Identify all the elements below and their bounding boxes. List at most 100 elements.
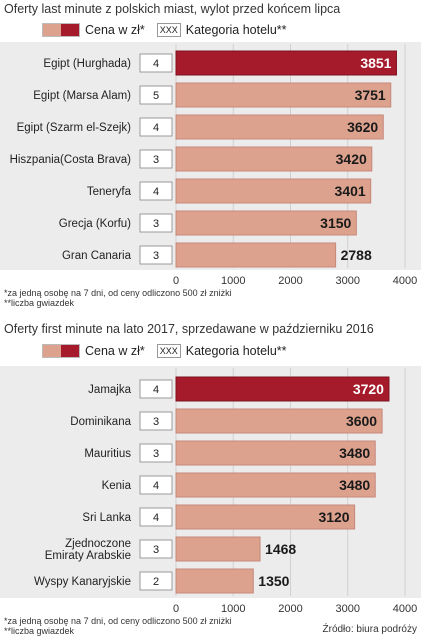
category-legend-label: Kategoria hotelu** bbox=[185, 344, 287, 358]
hotel-category-value: 4 bbox=[153, 384, 159, 396]
x-tick-label: 2000 bbox=[278, 275, 302, 287]
hotel-category-value: 4 bbox=[153, 186, 159, 198]
bar bbox=[175, 114, 384, 140]
hotel-category-box bbox=[139, 571, 173, 591]
hotel-category-box bbox=[139, 53, 173, 73]
x-tick-label: 1000 bbox=[221, 275, 245, 287]
x-tick-label: 1000 bbox=[221, 603, 245, 615]
chart-panel-last-minute: Oferty last minute z polskich miast, wyl… bbox=[0, 0, 421, 318]
x-tick-label: 4000 bbox=[393, 275, 417, 287]
hotel-category-box bbox=[139, 507, 173, 527]
legend: Cena w zł* XXX Kategoria hotelu** bbox=[42, 22, 299, 38]
hotel-category-box bbox=[139, 475, 173, 495]
bar bbox=[175, 210, 357, 236]
bar bbox=[175, 536, 261, 562]
category-label: Grecja (Korfu) bbox=[59, 218, 131, 230]
hotel-category-box bbox=[139, 443, 173, 463]
bar bbox=[175, 440, 376, 466]
category-label: Egipt (Hurghada) bbox=[43, 58, 131, 70]
hotel-category-box bbox=[139, 117, 173, 137]
data-label: 1468 bbox=[265, 541, 296, 557]
data-label: 3150 bbox=[320, 215, 351, 231]
chart-title: Oferty last minute z polskich miast, wyl… bbox=[4, 2, 341, 16]
x-tick-label: 3000 bbox=[336, 275, 360, 287]
hotel-category-value: 3 bbox=[153, 544, 159, 556]
data-label: 3851 bbox=[360, 55, 391, 71]
bar bbox=[175, 472, 376, 498]
footnote-line-1: *za jedną osobę na 7 dni, od ceny odlicz… bbox=[4, 616, 232, 626]
source-label: Źródło: biura podróży bbox=[322, 624, 418, 635]
hotel-category-value: 4 bbox=[153, 58, 159, 70]
data-label: 3751 bbox=[355, 87, 386, 103]
hotel-category-value: 4 bbox=[153, 512, 159, 524]
hotel-category-box bbox=[139, 245, 173, 265]
bar bbox=[175, 82, 392, 108]
category-label: Dominikana bbox=[70, 416, 131, 428]
data-label: 3420 bbox=[336, 151, 367, 167]
price-legend-label: Cena w zł* bbox=[85, 344, 145, 358]
price-legend-swatch bbox=[42, 23, 80, 37]
data-label: 3480 bbox=[339, 445, 370, 461]
bar bbox=[175, 50, 397, 76]
data-label: 1350 bbox=[258, 573, 289, 589]
category-label: Kenia bbox=[102, 480, 132, 492]
bar-chart-last-minute: Egipt (Hurghada) 4 3851 Egipt (Marsa Alam) 5… bbox=[10, 44, 417, 287]
x-tick-label: 0 bbox=[173, 275, 179, 287]
data-label: 3600 bbox=[346, 413, 377, 429]
hotel-category-value: 3 bbox=[153, 218, 159, 230]
hotel-category-value: 3 bbox=[153, 154, 159, 166]
category-label: Wyspy Kanaryjskie bbox=[34, 576, 131, 588]
footnote-line-2: **liczba gwiazdek bbox=[4, 298, 75, 308]
hotel-category-box bbox=[139, 379, 173, 399]
legend: Cena w zł* XXX Kategoria hotelu** bbox=[42, 343, 299, 359]
x-tick-label: 2000 bbox=[278, 603, 302, 615]
hotel-category-value: 2 bbox=[153, 576, 159, 588]
footnote-line-2: **liczba gwiazdek bbox=[4, 626, 75, 636]
category-label: Egipt (Marsa Alam) bbox=[33, 90, 131, 102]
price-legend-label: Cena w zł* bbox=[85, 23, 145, 37]
category-legend-label: Kategoria hotelu** bbox=[185, 23, 287, 37]
hotel-category-value: 3 bbox=[153, 416, 159, 428]
hotel-category-value: 3 bbox=[153, 448, 159, 460]
category-label: Egipt (Szarm el-Szejk) bbox=[17, 122, 132, 134]
category-label: Sri Lanka bbox=[82, 512, 131, 524]
data-label: 3620 bbox=[347, 119, 378, 135]
hotel-category-box bbox=[139, 411, 173, 431]
x-tick-label: 3000 bbox=[336, 603, 360, 615]
bar bbox=[175, 568, 254, 594]
hotel-category-box bbox=[139, 181, 173, 201]
price-legend-swatch bbox=[42, 344, 80, 358]
category-label: Teneryfa bbox=[87, 186, 132, 198]
hotel-category-box bbox=[139, 213, 173, 233]
category-label: Mauritius bbox=[84, 448, 131, 460]
bar bbox=[175, 178, 372, 204]
bar bbox=[175, 504, 356, 530]
category-label: Hiszpania(Costa Brava) bbox=[10, 154, 132, 166]
hotel-category-box bbox=[139, 85, 173, 105]
category-legend-box: XXX bbox=[156, 344, 181, 358]
x-tick-label: 4000 bbox=[393, 603, 417, 615]
hotel-category-value: 4 bbox=[153, 480, 159, 492]
footnote-line-1: *za jedną osobę na 7 dni, od ceny odlicz… bbox=[4, 288, 232, 298]
hotel-category-value: 4 bbox=[153, 122, 159, 134]
category-label: Zjednoczone Emiraty Arabskie bbox=[45, 538, 131, 562]
chart-panel-first-minute: Oferty first minute na lato 2017, sprzed… bbox=[0, 318, 421, 640]
category-label: Jamajka bbox=[88, 384, 131, 396]
bar bbox=[175, 242, 337, 268]
bar bbox=[175, 146, 373, 172]
data-label: 3120 bbox=[318, 509, 349, 525]
hotel-category-box bbox=[139, 149, 173, 169]
chart-title: Oferty first minute na lato 2017, sprzed… bbox=[4, 322, 374, 336]
data-label: 3401 bbox=[335, 183, 366, 199]
category-legend-box: XXX bbox=[156, 23, 181, 37]
footnote: *za jedną osobę na 7 dni, od ceny odlicz… bbox=[4, 288, 232, 308]
category-label: Gran Canaria bbox=[62, 250, 132, 262]
hotel-category-box bbox=[139, 539, 173, 559]
bar bbox=[175, 376, 390, 402]
footnote: *za jedną osobę na 7 dni, od ceny odlicz… bbox=[4, 616, 232, 636]
hotel-category-value: 3 bbox=[153, 250, 159, 262]
data-label: 3720 bbox=[353, 381, 384, 397]
hotel-category-value: 5 bbox=[153, 90, 159, 102]
x-tick-label: 0 bbox=[173, 603, 179, 615]
bar-chart-first-minute: Jamajka 4 3720 Dominikana 3 3600 Mauritius 3 348… bbox=[34, 368, 417, 615]
